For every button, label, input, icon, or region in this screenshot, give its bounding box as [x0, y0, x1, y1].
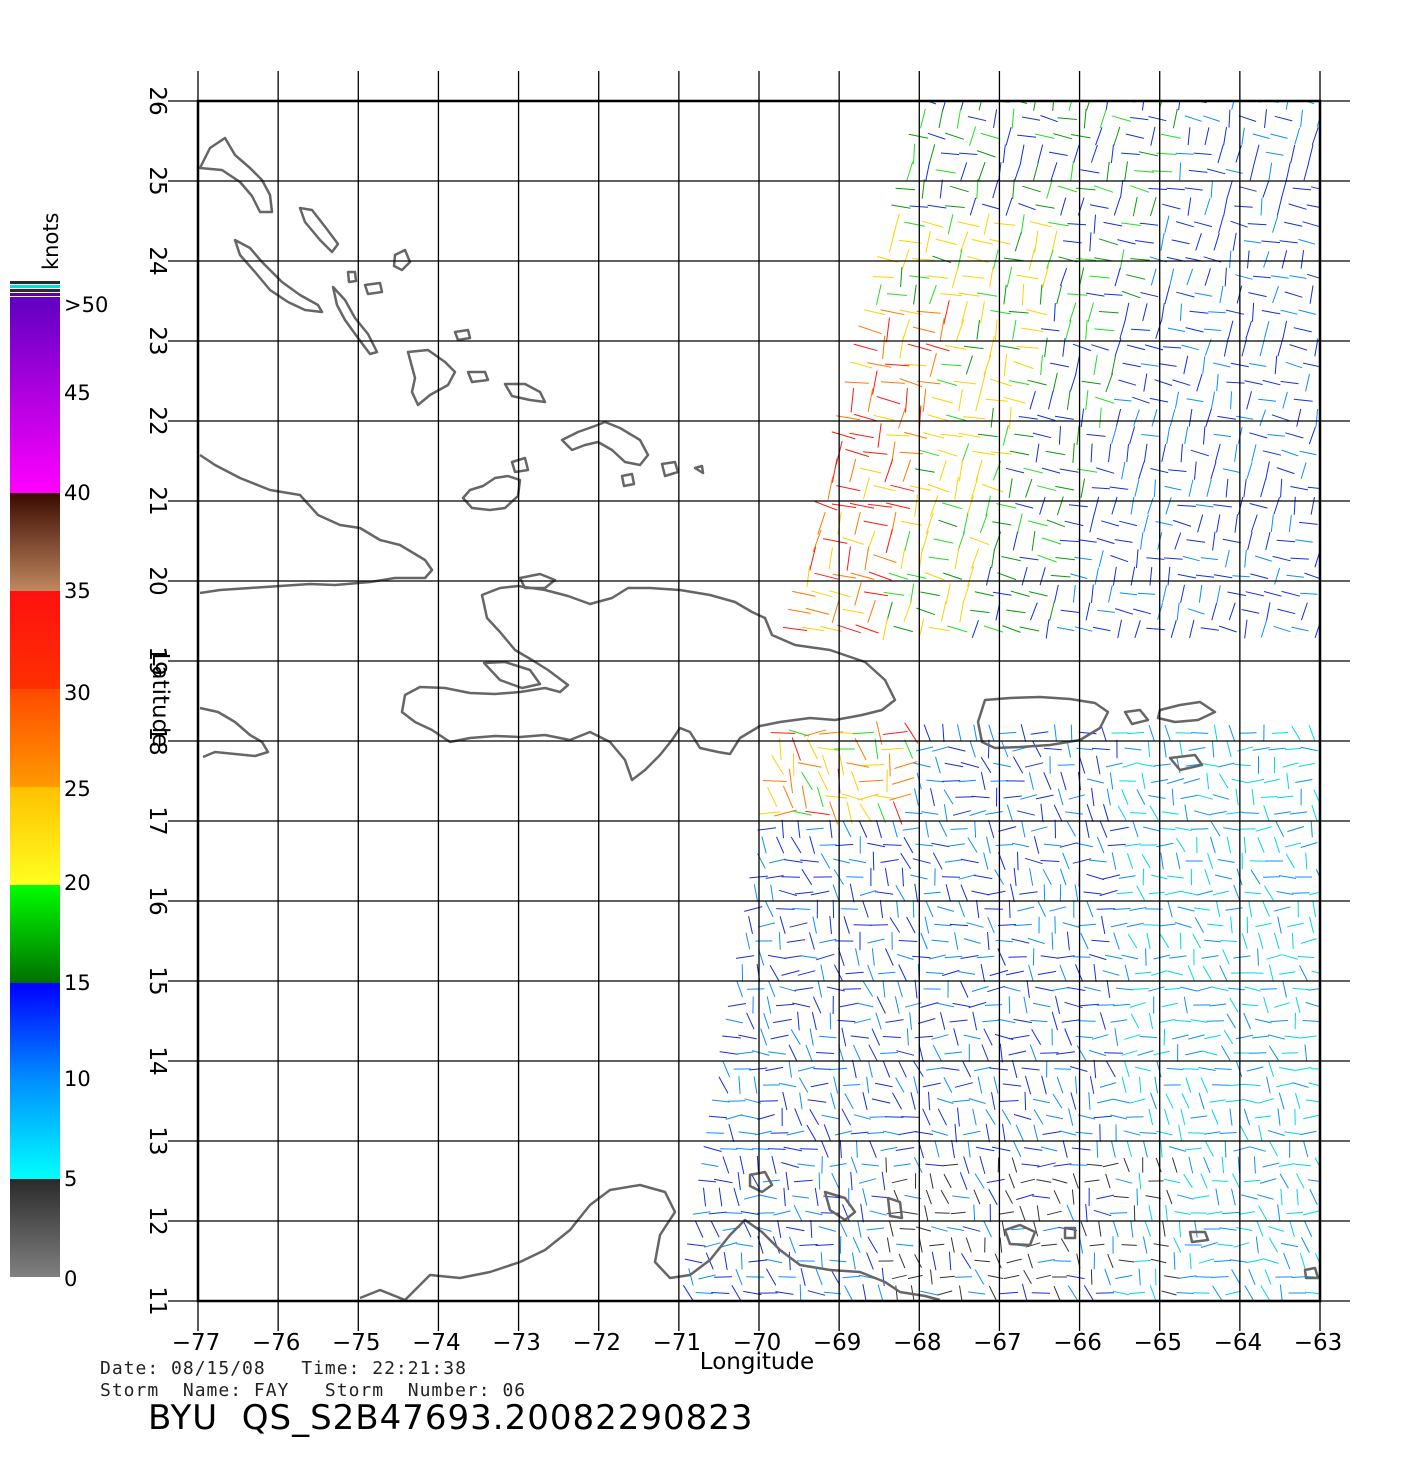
- colorbar-segment: [10, 1081, 60, 1179]
- coastline-small-islands-a: [346, 248, 472, 342]
- lon-tick-label: −69: [813, 1330, 862, 1356]
- colorbar-label: 15: [64, 971, 91, 995]
- colorbar-segment: [10, 493, 60, 591]
- colorbar-segment: [10, 297, 60, 493]
- lat-tick-label: 16: [144, 886, 170, 915]
- lon-tick-label: −68: [893, 1330, 942, 1356]
- colorbar-label: 25: [64, 777, 91, 801]
- lon-tick-label: −70: [733, 1330, 782, 1356]
- colorbar-top-lines: [10, 281, 60, 296]
- wind-vector-field: [682, 101, 1320, 1301]
- lon-tick-label: −73: [492, 1330, 541, 1356]
- lat-tick-label: 26: [144, 86, 170, 115]
- coastlines: [198, 136, 1320, 1301]
- coastline-south-america: [359, 1183, 941, 1301]
- lat-tick-label: 22: [144, 406, 170, 435]
- lat-tick-label: 21: [144, 486, 170, 515]
- lon-tick-label: −74: [412, 1330, 461, 1356]
- storm-info-line: Storm Name: FAY Storm Number: 06: [100, 1380, 527, 1401]
- x-axis-label: Longitude: [700, 1349, 814, 1375]
- lon-tick-label: −65: [1133, 1330, 1182, 1356]
- coastline-jamaica: [199, 706, 270, 759]
- coastline-tortuga: [518, 572, 557, 590]
- coastline-andros: [198, 136, 274, 214]
- colorbar-label: 10: [64, 1067, 91, 1091]
- wind-speed-colorbar: >50 45 40 35 30 25 20 15 10 5 0 knots: [10, 213, 108, 1291]
- coastline-gonave: [482, 660, 542, 690]
- map-frame: [196, 99, 1322, 1303]
- lat-lon-grid: [168, 71, 1350, 1331]
- coastline-st-croix: [1168, 753, 1204, 772]
- coastline-turks: [461, 456, 705, 512]
- y-axis-label: Latitude: [147, 653, 173, 748]
- coastline-venezuela-islands: [1003, 1223, 1320, 1280]
- coastline-hispaniola: [400, 584, 897, 782]
- colorbar-segment: [10, 591, 60, 689]
- colorbar-label: 30: [64, 681, 91, 705]
- colorbar-label: >50: [64, 293, 108, 317]
- lon-tick-label: −63: [1294, 1330, 1343, 1356]
- coastline-aruba: [748, 1170, 774, 1194]
- colorbar-segment: [10, 787, 60, 885]
- colorbar-label: 35: [64, 579, 91, 603]
- coastline-virgin-islands: [1123, 700, 1217, 726]
- coastline-caicos: [560, 420, 650, 467]
- coastline-cuba: [199, 453, 434, 595]
- colorbar-label: 40: [64, 481, 91, 505]
- coastline-mayaguana: [466, 370, 547, 404]
- lon-tick-label: −71: [653, 1330, 702, 1356]
- coastline-bonaire: [886, 1196, 904, 1220]
- colorbar-title: knots: [39, 213, 63, 271]
- lon-tick-label: −67: [973, 1330, 1022, 1356]
- lon-tick-label: −75: [332, 1330, 381, 1356]
- coastline-abaco: [298, 206, 340, 254]
- lat-tick-label: 12: [144, 1206, 170, 1235]
- colorbar-segment: [10, 983, 60, 1081]
- colorbar-segment: [10, 885, 60, 983]
- lon-tick-label: −64: [1214, 1330, 1263, 1356]
- file-id-title: BYU QS_S2B47693.20082290823: [148, 1398, 754, 1438]
- lon-tick-label: −76: [252, 1330, 301, 1356]
- lat-tick-label: 11: [144, 1286, 170, 1315]
- colorbar-segment: [10, 1179, 60, 1277]
- coastline-curacao: [823, 1190, 857, 1222]
- lon-tick-label: −72: [572, 1330, 621, 1356]
- longitude-tick-labels: −77 −76 −75 −74 −73 −72 −71 −70 −69 −68 −67 −66 −65 −…: [172, 1330, 1343, 1356]
- lat-tick-label: 20: [144, 566, 170, 595]
- latitude-tick-labels: 11 12 13 14 15 16 17 18 19 20 21 22 23 24 25 26: [144, 86, 170, 1315]
- coastline-long-island: [233, 238, 324, 314]
- lat-tick-label: 17: [144, 806, 170, 835]
- lat-tick-label: 15: [144, 966, 170, 995]
- coastline-inagua: [406, 348, 457, 407]
- lat-tick-label: 19: [144, 646, 170, 675]
- lon-tick-label: −77: [172, 1330, 221, 1356]
- coastline-exumas: [331, 285, 379, 356]
- lat-tick-label: 18: [144, 726, 170, 755]
- colorbar-label: 5: [64, 1167, 77, 1191]
- lat-tick-label: 13: [144, 1126, 170, 1155]
- colorbar-segment: [10, 689, 60, 787]
- colorbar-label: 0: [64, 1267, 77, 1291]
- map-panel: −77 −76 −75 −74 −73 −72 −71 −70 −69 −68 −67 −66 −65 −…: [144, 71, 1350, 1375]
- lat-tick-label: 23: [144, 326, 170, 355]
- lon-tick-label: −66: [1053, 1330, 1102, 1356]
- colorbar-label: 20: [64, 871, 91, 895]
- colorbar-label: 45: [64, 381, 91, 405]
- lat-tick-label: 25: [144, 166, 170, 195]
- coastline-puerto-rico: [976, 695, 1110, 750]
- date-time-line: Date: 08/15/08 Time: 22:21:38: [100, 1358, 467, 1379]
- lat-tick-label: 24: [144, 246, 170, 275]
- lat-tick-label: 14: [144, 1046, 170, 1075]
